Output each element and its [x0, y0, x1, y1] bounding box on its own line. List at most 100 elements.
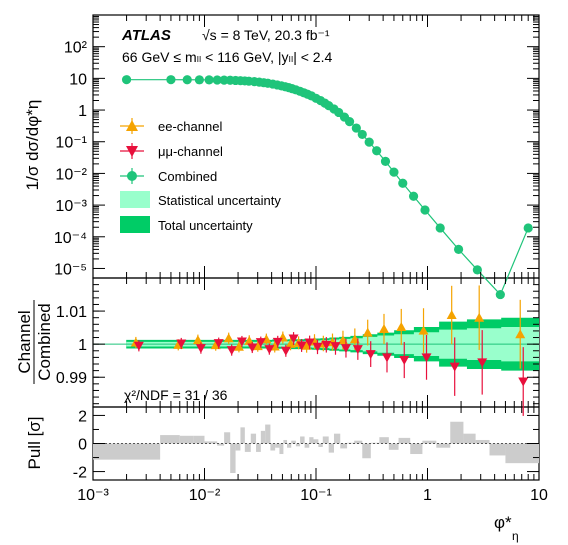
legend-stat-label: Statistical uncertainty	[158, 193, 281, 208]
top-ytick-label: 1	[78, 103, 87, 120]
pull-bar	[450, 421, 464, 444]
pull-bar	[291, 440, 296, 444]
pull-bar	[279, 443, 284, 455]
combined-point	[166, 75, 176, 85]
xtick-label: 10⁻¹	[300, 487, 332, 504]
mm-point	[449, 362, 460, 372]
legend-stat-swatch	[120, 191, 150, 208]
pull-bar	[475, 439, 490, 444]
pull-bar	[304, 443, 310, 448]
pull-bar	[328, 443, 334, 453]
top-panel	[121, 75, 533, 300]
mm-point	[133, 341, 144, 351]
pull-bar	[388, 443, 399, 450]
pull-bar	[256, 443, 261, 452]
mm-point	[321, 340, 332, 350]
pull-bar	[235, 443, 241, 451]
pull-bar	[244, 443, 251, 452]
mm-point	[176, 339, 187, 349]
pull-ylabel: Pull [σ]	[25, 416, 44, 469]
chi2-label: χ²/NDF = 31 / 36	[124, 387, 228, 403]
pull-bar	[270, 443, 276, 451]
pull-bar	[217, 443, 225, 446]
ratio-ytick-label: 1.01	[56, 304, 87, 321]
pull-bar	[313, 439, 319, 444]
ee-point	[396, 321, 407, 331]
mm-point	[236, 337, 247, 347]
combined-point	[121, 75, 132, 85]
pull-bar	[489, 443, 506, 456]
combined-point	[435, 223, 445, 233]
mm-point	[288, 334, 299, 344]
legend-ee-label: ee-channel	[158, 119, 222, 134]
combined-point	[372, 146, 382, 156]
combined-point	[472, 265, 482, 275]
mm-point	[518, 377, 529, 387]
x-axis-title-subscript: η	[512, 529, 519, 543]
xtick-label: 10⁻²	[189, 487, 221, 504]
legend-ee-marker	[126, 120, 138, 131]
mm-point	[280, 346, 291, 356]
pull-bar	[505, 443, 539, 464]
ee-point	[285, 338, 296, 348]
combined-line	[126, 79, 529, 296]
mm-point	[421, 353, 432, 363]
experiment-label: ATLAS	[121, 27, 171, 44]
legend-comb-label: Combined	[158, 169, 217, 184]
x-axis-title: φ*	[494, 513, 512, 532]
combined-point	[523, 223, 533, 233]
pull-bar	[283, 439, 288, 444]
top-ylabel: 1/σ dσ/dφ*η	[23, 100, 42, 191]
pull-bar	[260, 430, 266, 444]
xtick-label: 10	[530, 487, 548, 504]
pull-ytick-label: 0	[78, 437, 87, 454]
pull-bar	[422, 440, 437, 444]
legend-mm-label: μμ-channel	[158, 144, 223, 159]
combined-point	[357, 129, 367, 140]
ee-point	[378, 323, 389, 333]
top-ytick-label: 10²	[64, 40, 88, 57]
pull-bar	[354, 440, 363, 444]
top-ytick-label: 10⁻²	[55, 166, 87, 183]
combined-point	[408, 191, 419, 201]
legend-comb-marker	[127, 171, 137, 181]
mm-point	[255, 338, 266, 348]
mm-point	[381, 353, 392, 363]
mm-point	[330, 342, 341, 352]
legend-mm-marker	[126, 146, 138, 157]
ee-point	[362, 327, 373, 337]
top-ytick-label: 10	[69, 71, 87, 88]
legend-total-swatch	[120, 216, 150, 233]
pull-bar	[318, 443, 323, 448]
mm-point	[304, 338, 315, 348]
top-ytick-label: 10⁻⁴	[54, 230, 87, 247]
ee-point	[515, 329, 526, 339]
pull-bar	[275, 443, 280, 448]
combined-point	[389, 167, 399, 177]
combined-point	[344, 117, 355, 127]
pull-bar	[250, 433, 257, 444]
mm-point	[312, 342, 323, 352]
ee-point	[223, 333, 234, 343]
ee-point	[474, 312, 485, 322]
combined-point	[398, 178, 408, 188]
mm-point	[272, 337, 283, 347]
ratio-panel	[93, 285, 540, 416]
pull-bar	[240, 427, 245, 444]
pull-bar	[204, 441, 218, 444]
pull-bar	[265, 424, 271, 444]
pull-panel	[93, 421, 539, 473]
top-ytick-label: 10⁻¹	[55, 135, 87, 152]
pull-bar	[93, 443, 161, 460]
pull-bar	[179, 435, 194, 444]
pull-bar	[309, 437, 314, 444]
top-ytick-label: 10⁻⁵	[54, 261, 87, 278]
combined-point	[194, 75, 204, 85]
mm-point	[477, 358, 488, 368]
xtick-label: 10⁻³	[77, 487, 109, 504]
top-ytick-label: 10⁻³	[55, 198, 87, 215]
mm-point	[352, 345, 363, 355]
combined-point	[495, 289, 505, 300]
mm-point	[226, 346, 237, 356]
